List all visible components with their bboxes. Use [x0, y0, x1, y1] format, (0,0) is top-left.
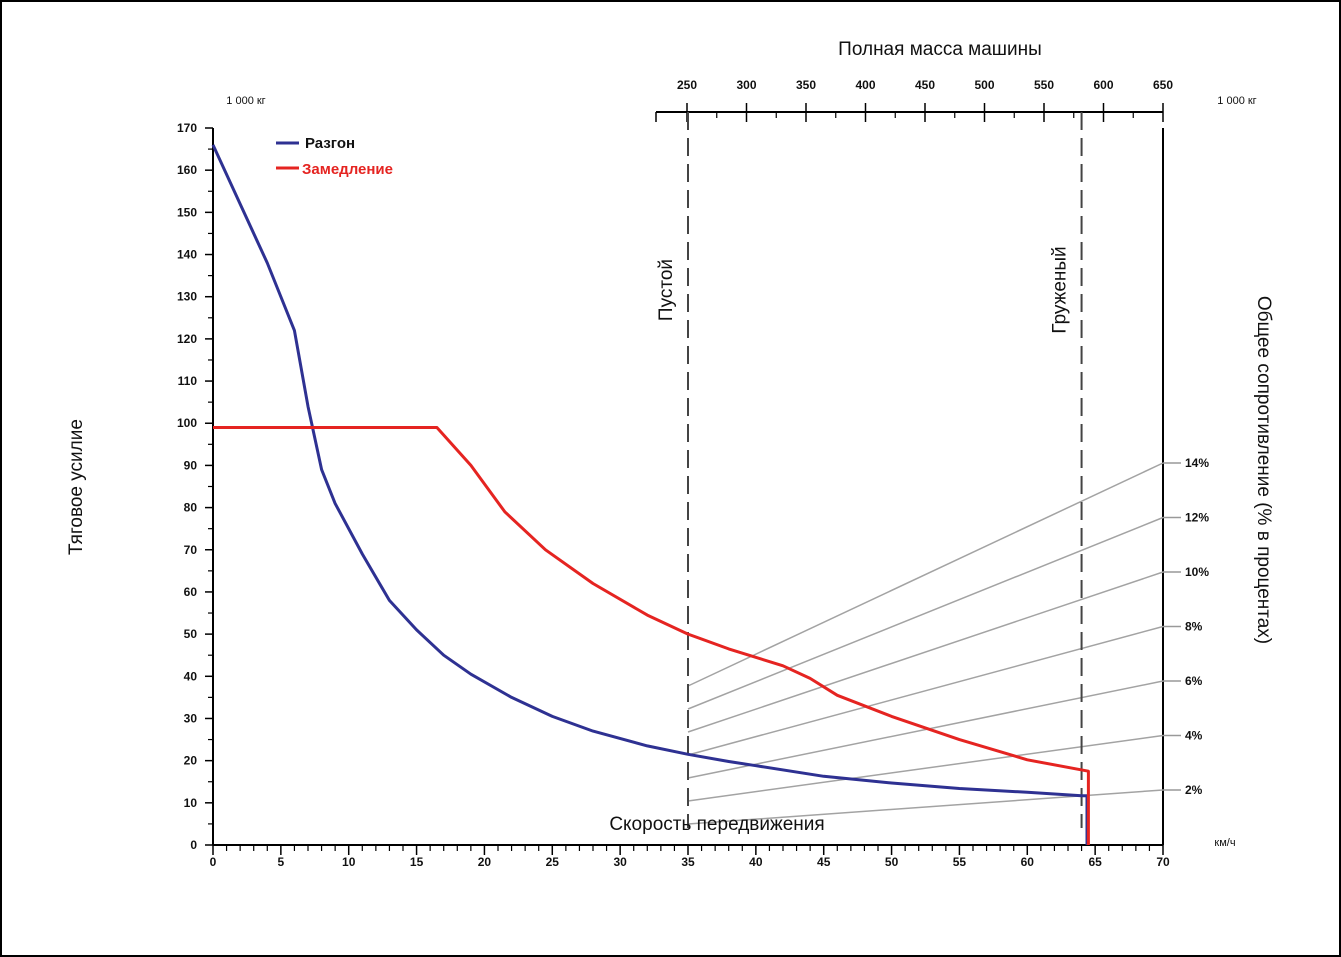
x-tick-label: 5 — [278, 855, 285, 869]
y-tick-label: 90 — [184, 458, 198, 472]
resistance-line — [687, 462, 1164, 687]
x-tick-label: 0 — [210, 855, 217, 869]
x-tick-label: 10 — [342, 855, 356, 869]
right-axis-title: Общее сопротивление (% в процентах) — [1253, 296, 1274, 644]
resistance-label: 6% — [1185, 674, 1203, 688]
y-axis-unit: 1 000 кг — [226, 95, 265, 107]
y-tick-label: 50 — [184, 627, 198, 641]
top-tick-label: 350 — [796, 78, 816, 92]
resistance-line — [687, 734, 1164, 802]
resistance-label: 8% — [1185, 620, 1203, 634]
resistance-label: 4% — [1185, 729, 1203, 743]
x-tick-label: 55 — [953, 855, 967, 869]
resistance-line — [687, 571, 1164, 733]
x-tick-label: 20 — [478, 855, 492, 869]
series-line-razgon — [211, 144, 1089, 845]
top-tick-label: 300 — [736, 78, 756, 92]
y-tick-label: 100 — [177, 416, 197, 430]
y-tick-label: 120 — [177, 332, 197, 346]
y-tick-label: 30 — [184, 711, 198, 725]
x-tick-label: 35 — [681, 855, 695, 869]
resistance-label: 2% — [1185, 783, 1203, 797]
legend-label-zamedlenie: Замедление — [302, 161, 393, 178]
series-line-zamedlenie — [213, 426, 1090, 845]
y-tick-label: 170 — [177, 121, 197, 135]
y-tick-label: 80 — [184, 501, 198, 515]
x-tick-label: 40 — [749, 855, 763, 869]
x-tick-label: 25 — [546, 855, 560, 869]
load-markers-group: Пустой Груженый — [656, 112, 1083, 828]
top-axis-unit: 1 000 кг — [1217, 95, 1256, 107]
top-tick-label: 550 — [1034, 78, 1054, 92]
resistance-label: 12% — [1185, 511, 1209, 525]
top-tick-label: 500 — [974, 78, 994, 92]
y-tick-label: 130 — [177, 290, 197, 304]
y-tick-label: 70 — [184, 543, 198, 557]
y-tick-label: 60 — [184, 585, 198, 599]
x-tick-label: 45 — [817, 855, 831, 869]
top-tick-label: 250 — [677, 78, 697, 92]
legend-label-razgon: Разгон — [305, 135, 355, 152]
x-tick-label: 70 — [1156, 855, 1170, 869]
legend: Разгон Замедление — [276, 135, 393, 178]
top-tick-label: 450 — [915, 78, 935, 92]
axes-group: 0102030405060708090100110120130140150160… — [177, 78, 1173, 869]
y-tick-label: 20 — [184, 754, 198, 768]
resistance-label: 10% — [1185, 565, 1209, 579]
load-marker-label: Пустой — [656, 259, 677, 321]
load-marker-label: Груженый — [1050, 246, 1071, 333]
top-tick-label: 400 — [855, 78, 875, 92]
resistance-line — [687, 516, 1164, 710]
x-tick-label: 65 — [1088, 855, 1102, 869]
x-axis-unit: км/ч — [1214, 837, 1235, 849]
resistance-line — [687, 625, 1164, 756]
y-tick-label: 140 — [177, 248, 197, 262]
axis-titles: Скорость передвижения км/ч Тяговое усили… — [66, 39, 1274, 849]
y-axis-title: Тяговое усилие — [66, 419, 87, 555]
top-tick-label: 650 — [1153, 78, 1173, 92]
y-tick-label: 110 — [178, 374, 198, 388]
x-axis-title: Скорость передвижения — [609, 814, 824, 835]
top-tick-label: 600 — [1093, 78, 1113, 92]
series-group — [211, 144, 1090, 845]
y-tick-label: 160 — [177, 163, 197, 177]
top-axis-title: Полная масса машины — [838, 39, 1042, 60]
y-tick-label: 10 — [184, 796, 198, 810]
x-tick-label: 30 — [613, 855, 627, 869]
x-tick-label: 15 — [410, 855, 424, 869]
y-tick-label: 40 — [184, 669, 198, 683]
y-tick-label: 0 — [190, 838, 197, 852]
resistance-lines-group: 2% 4% 6% 8% 10% 12% 14% — [687, 456, 1209, 825]
y-tick-label: 150 — [177, 205, 197, 219]
x-tick-label: 50 — [885, 855, 899, 869]
resistance-label: 14% — [1185, 456, 1209, 470]
x-tick-label: 60 — [1021, 855, 1035, 869]
